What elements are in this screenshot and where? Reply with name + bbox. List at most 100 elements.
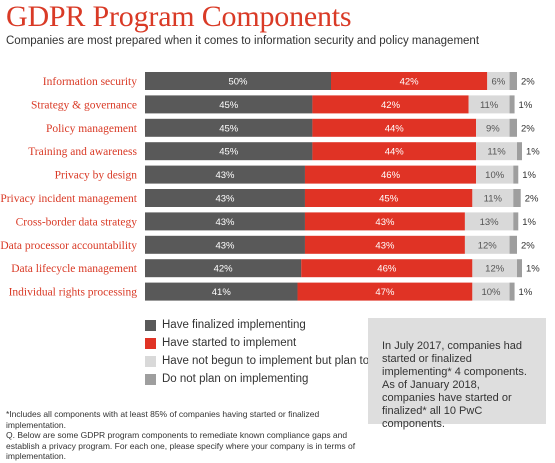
data-label: 43% — [215, 217, 235, 228]
bar-segment — [509, 235, 517, 254]
data-label: 1% — [522, 170, 536, 181]
bar-segment — [304, 235, 465, 254]
legend-label: Have finalized implementing — [162, 319, 306, 331]
data-label: 10% — [485, 170, 505, 181]
data-label: 6% — [492, 77, 506, 88]
bar-segment — [312, 142, 477, 161]
bar-segment — [297, 282, 473, 301]
bar-segment — [145, 165, 305, 184]
bar-segment — [464, 212, 514, 231]
data-label: 43% — [215, 170, 235, 181]
bar-segment — [509, 95, 515, 114]
data-label: 11% — [487, 147, 506, 158]
category-label: Training and awareness — [28, 146, 137, 158]
bar-segment — [517, 142, 522, 161]
footnote-question: Q. Below are some GDPR program component… — [6, 430, 356, 462]
data-label: 43% — [375, 217, 395, 228]
bar-segment — [312, 95, 469, 114]
bar-segment — [145, 95, 313, 114]
legend-label: Have started to implement — [162, 337, 297, 349]
category-label: Privacy by design — [55, 170, 138, 182]
bar-segment — [301, 259, 473, 278]
category-label: Information security — [43, 76, 137, 88]
category-label: Cross-border data strategy — [16, 216, 138, 228]
category-label: Data lifecycle management — [11, 263, 138, 275]
bar-segment — [145, 282, 298, 301]
bar-segment — [145, 72, 331, 90]
bar-segment — [513, 165, 519, 184]
category-label: Policy management — [46, 123, 138, 135]
data-label: 11% — [480, 100, 499, 111]
bar-segment — [304, 165, 477, 184]
data-label: 13% — [480, 217, 500, 228]
data-label: 1% — [522, 217, 536, 228]
bar-segment — [145, 118, 313, 137]
data-label: 2% — [521, 240, 535, 251]
note-box: In July 2017, companies had started or f… — [368, 318, 546, 430]
bar-segment — [487, 72, 510, 90]
bar-segment — [513, 189, 521, 207]
legend-swatch-plan — [145, 355, 156, 367]
bar-segment — [145, 142, 313, 161]
data-label: 46% — [377, 264, 397, 275]
bar-segment — [472, 259, 517, 278]
data-label: 45% — [219, 147, 239, 158]
chart-subtitle: Companies are most prepared when it come… — [6, 35, 480, 47]
category-label: Individual rights processing — [9, 287, 138, 299]
data-label: 47% — [375, 287, 395, 298]
bar-segment — [312, 118, 477, 137]
legend-label: Have not begun to implement but plan to — [162, 355, 370, 367]
legend-label: Do not plan on implementing — [162, 373, 309, 385]
legend-item: Do not plan on implementing — [145, 370, 369, 388]
bar-segment — [472, 282, 510, 301]
data-label: 45% — [219, 100, 239, 111]
data-label: 1% — [526, 264, 540, 275]
data-label: 1% — [519, 100, 533, 111]
data-label: 12% — [485, 264, 505, 275]
legend-swatch-finalized — [145, 319, 156, 331]
footnote-asterisk: *Includes all components with at least 8… — [6, 409, 320, 430]
legend-swatch-no-plan — [145, 373, 156, 385]
data-label: 43% — [215, 240, 235, 251]
data-label: 43% — [375, 240, 395, 251]
legend-item: Have not begun to implement but plan to — [145, 352, 369, 370]
data-label: 44% — [385, 123, 405, 134]
legend-swatch-started — [145, 337, 156, 349]
legend-item: Have finalized implementing — [145, 316, 369, 334]
data-label: 2% — [525, 194, 539, 205]
category-label: Data processor accountability — [0, 240, 137, 252]
bar-segment — [509, 72, 517, 90]
bar-segment — [304, 212, 465, 231]
data-label: 44% — [385, 147, 405, 158]
bar-segment — [145, 189, 305, 207]
data-label: 12% — [478, 240, 498, 251]
data-label: 9% — [486, 123, 500, 134]
category-label: Privacy incident management — [0, 193, 137, 205]
data-label: 42% — [214, 264, 234, 275]
data-label: 1% — [519, 287, 533, 298]
data-label: 50% — [228, 77, 248, 88]
data-label: 1% — [526, 147, 540, 158]
data-label: 46% — [381, 170, 401, 181]
data-label: 11% — [484, 194, 503, 205]
data-label: 42% — [400, 77, 420, 88]
bar-segment — [331, 72, 488, 90]
data-label: 45% — [379, 194, 399, 205]
data-label: 42% — [381, 100, 401, 111]
data-label: 10% — [481, 287, 501, 298]
bar-segment — [145, 259, 302, 278]
data-label: 43% — [215, 194, 235, 205]
bar-segment — [476, 118, 510, 137]
legend-item: Have started to implement — [145, 334, 369, 352]
bar-segment — [509, 282, 515, 301]
legend: Have finalized implementing Have started… — [145, 316, 369, 388]
bar-segment — [464, 235, 510, 254]
bar-segment — [472, 189, 514, 207]
bar-segment — [304, 189, 473, 207]
data-label: 2% — [521, 123, 535, 134]
bar-segment — [468, 95, 510, 114]
bar-segment — [145, 212, 305, 231]
bar-segment — [476, 142, 517, 161]
bar-segment — [145, 235, 305, 254]
bar-segment — [513, 212, 519, 231]
